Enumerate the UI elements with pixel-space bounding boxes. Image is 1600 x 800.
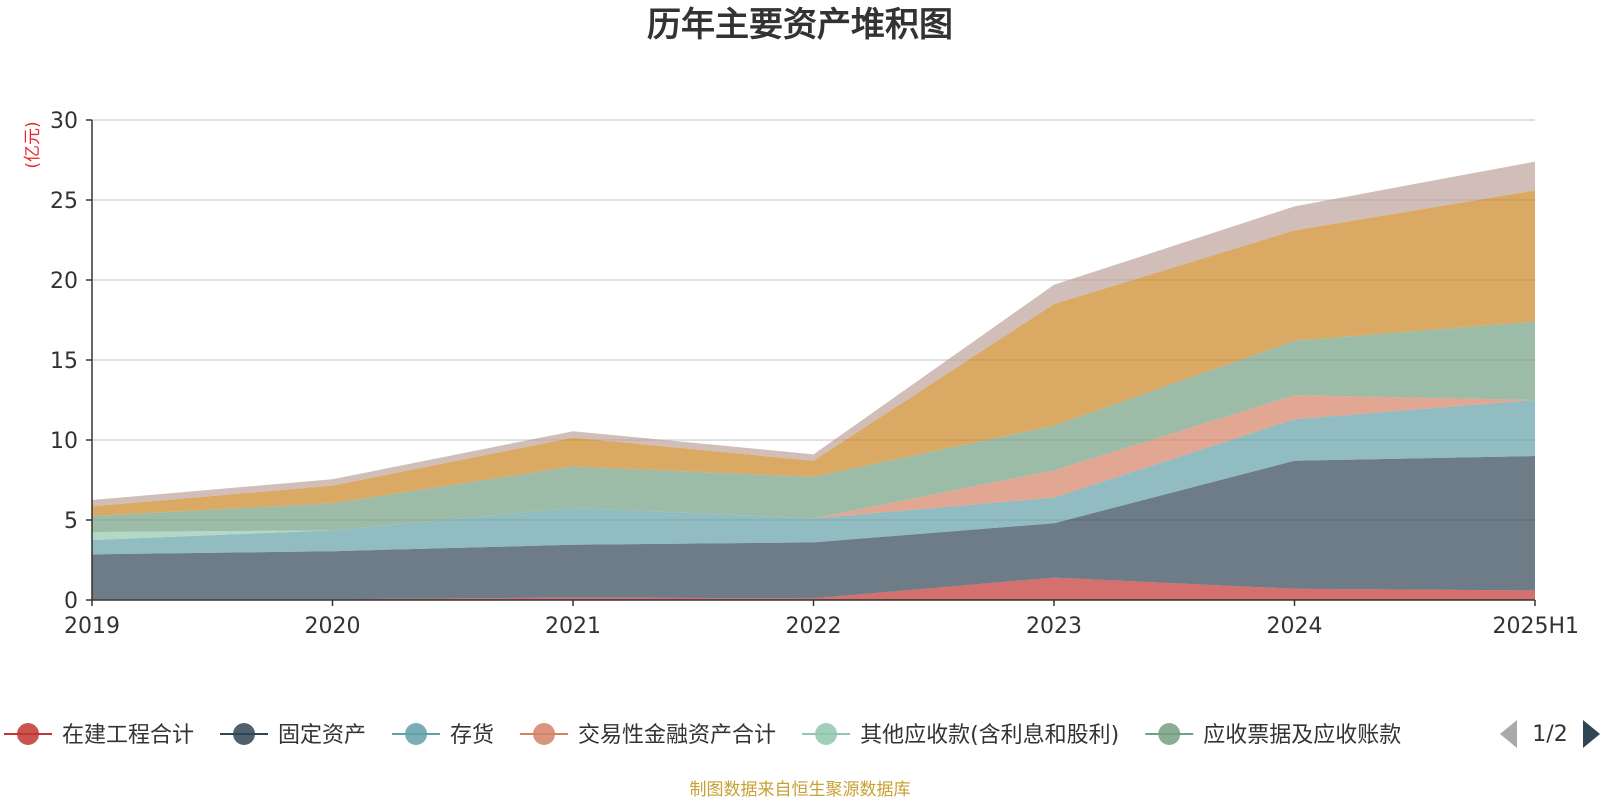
legend-item-3[interactable]: 交易性金融资产合计 [520, 723, 776, 748]
legend: 在建工程合计 固定资产 存货 交易性金融资产合计 其他应收款(含利息和股利) 应收票据及应… [4, 723, 1401, 748]
legend-item-5[interactable]: 应收票据及应收账款 [1145, 723, 1401, 748]
area-series-5 [92, 321, 1535, 532]
x-tick-label-3: 2022 [786, 614, 842, 639]
x-tick-label-5: 2024 [1267, 614, 1323, 639]
legend-item-4[interactable]: 其他应收款(含利息和股利) [802, 723, 1119, 748]
chart-title: 历年主要资产堆积图 [647, 5, 953, 45]
y-tick-label-1: 5 [64, 509, 78, 534]
legend-marker-icon [17, 723, 39, 745]
y-tick-label-3: 15 [50, 349, 78, 374]
legend-marker-icon [1158, 723, 1181, 745]
y-axis-unit-label: (亿元) [23, 121, 43, 168]
y-tick-label-0: 0 [64, 589, 78, 614]
axes: 0 5 10 15 20 25 30 2019 2020 2021 2022 2023 2024 2025… [50, 109, 1579, 639]
legend-item-1[interactable]: 固定资产 [220, 723, 366, 748]
legend-label-3: 交易性金融资产合计 [578, 723, 776, 748]
legend-marker-icon [405, 723, 428, 745]
area-series-2 [92, 400, 1535, 555]
legend-prev-arrow-icon[interactable] [1500, 720, 1517, 748]
legend-pager: 1/2 [1500, 720, 1600, 748]
area-series-0 [92, 577, 1535, 600]
legend-label-1: 固定资产 [278, 723, 366, 748]
area-series-6 [92, 190, 1535, 516]
legend-label-5: 应收票据及应收账款 [1203, 723, 1401, 748]
legend-marker-icon [533, 723, 556, 745]
y-tick-label-4: 20 [50, 269, 78, 294]
legend-item-0[interactable]: 在建工程合计 [4, 723, 194, 748]
source-note: 制图数据来自恒生聚源数据库 [690, 780, 911, 800]
legend-label-2: 存货 [450, 723, 494, 748]
x-tick-label-2: 2021 [545, 614, 601, 639]
legend-marker-icon [233, 723, 256, 745]
area-series-group [92, 161, 1535, 600]
legend-item-2[interactable]: 存货 [392, 723, 494, 748]
legend-page-indicator: 1/2 [1532, 722, 1567, 747]
x-tick-label-4: 2023 [1026, 614, 1082, 639]
y-tick-label-2: 10 [50, 429, 78, 454]
y-tick-label-6: 30 [50, 109, 78, 134]
legend-marker-icon [815, 723, 838, 745]
area-series-1 [92, 456, 1535, 600]
area-series-7 [92, 161, 1535, 507]
legend-label-4: 其他应收款(含利息和股利) [860, 723, 1119, 748]
y-tick-label-5: 25 [50, 189, 78, 214]
x-tick-label-0: 2019 [64, 614, 120, 639]
x-tick-label-1: 2020 [305, 614, 361, 639]
legend-label-0: 在建工程合计 [62, 723, 194, 748]
area-series-3 [92, 395, 1535, 540]
x-tick-label-6: 2025H1 [1492, 614, 1579, 639]
legend-next-arrow-icon[interactable] [1583, 720, 1600, 748]
